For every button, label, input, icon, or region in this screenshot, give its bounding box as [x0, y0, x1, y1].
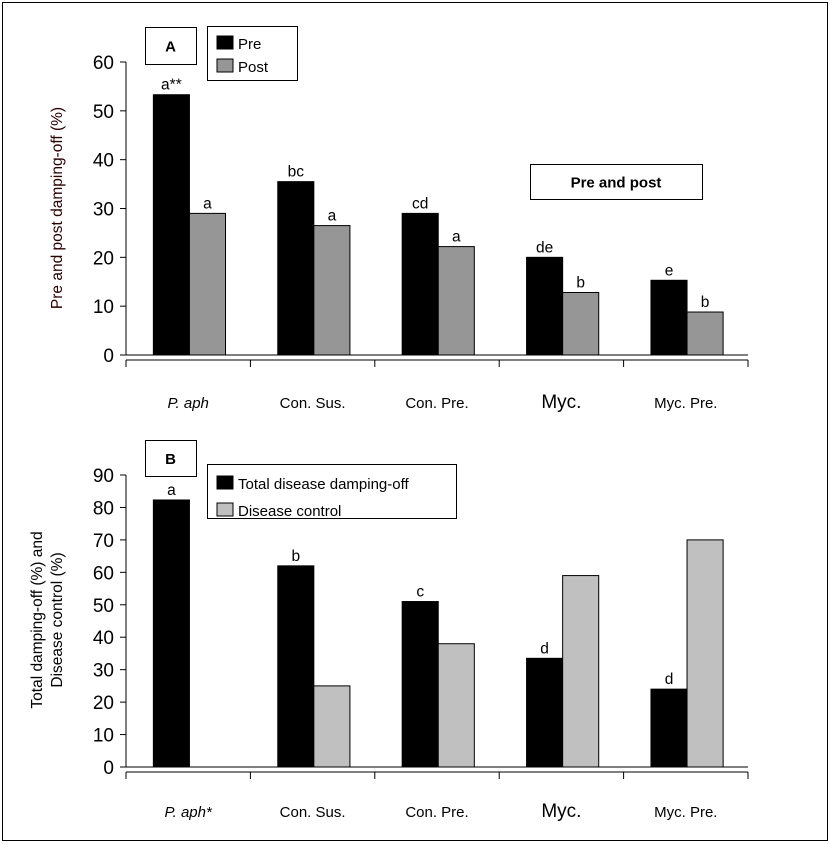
- bar-series2: [437, 246, 475, 356]
- legend-box: [207, 464, 457, 519]
- legend-label: Disease control: [238, 503, 341, 520]
- y-axis-title: Total damping-off (%) and: [29, 531, 46, 708]
- bar-series2: [313, 225, 351, 356]
- bar-series1: [277, 565, 315, 768]
- y-tick-label: 40: [93, 628, 114, 649]
- y-tick-label: 10: [93, 297, 114, 318]
- x-tick-label: P. aph: [167, 395, 208, 412]
- bar-series1: [401, 601, 439, 768]
- bar-series2: [188, 212, 227, 356]
- bar-series2: [686, 539, 724, 768]
- bar-series2: [437, 643, 475, 768]
- data-label: a: [167, 482, 176, 499]
- x-tick-label: Myc.: [541, 801, 581, 822]
- data-label: e: [665, 262, 674, 279]
- panel-label: B: [165, 451, 176, 468]
- x-tick-label: Myc.: [541, 392, 581, 413]
- bar-series1: [526, 256, 564, 356]
- data-label: d: [665, 671, 674, 688]
- data-label: a: [203, 195, 212, 212]
- bar-series1: [526, 657, 564, 768]
- data-label: de: [536, 239, 553, 256]
- bar-series1: [277, 181, 315, 356]
- data-label: c: [416, 584, 424, 601]
- y-tick-label: 30: [93, 200, 114, 221]
- data-label: b: [701, 294, 710, 311]
- y-tick-label: 80: [93, 498, 114, 519]
- data-label: a: [328, 208, 337, 225]
- panel-b: a P. aph* b Con. Sus. c Con. Pre. d Myc. d Myc. P…: [29, 440, 749, 822]
- x-tick-label: Con. Sus.: [280, 804, 346, 821]
- y-tick-label: 70: [93, 531, 114, 552]
- legend-swatch: [216, 58, 234, 73]
- legend-label: Pre: [238, 36, 261, 53]
- y-tick-label: 20: [93, 248, 114, 269]
- y-tick-label: 40: [93, 151, 114, 172]
- panel-label-box: [145, 27, 197, 65]
- data-label: a: [452, 229, 461, 246]
- data-label: b: [291, 548, 300, 565]
- y-tick-label: 60: [93, 53, 114, 74]
- bar-series2: [562, 291, 600, 356]
- y-axis-title: Pre and post damping-off (%): [49, 107, 66, 309]
- data-label: cd: [412, 195, 428, 212]
- bar-series2: [313, 685, 351, 768]
- y-tick-label: 30: [93, 661, 114, 682]
- data-label: b: [576, 274, 585, 291]
- y-tick-label: 60: [93, 563, 114, 584]
- legend-label: Post: [238, 59, 269, 76]
- legend-label: Total disease damping-off: [238, 476, 409, 493]
- legend-swatch: [216, 502, 234, 517]
- panel-label-box: [145, 440, 197, 477]
- y-axis-title: Disease control (%): [49, 552, 66, 687]
- y-tick-label: 50: [93, 596, 114, 617]
- x-tick-label: Myc. Pre.: [654, 395, 717, 412]
- data-label: a**: [161, 77, 182, 94]
- y-tick-label: 10: [93, 726, 114, 747]
- y-tick-label: 50: [93, 102, 114, 123]
- y-tick-label: 90: [93, 466, 114, 487]
- annotation-text: Pre and post: [571, 175, 662, 192]
- bar-series2: [686, 311, 724, 356]
- bar-series1: [152, 94, 190, 356]
- legend-swatch: [216, 35, 234, 50]
- bar-series1: [401, 212, 439, 356]
- panel-a: a** a P. aph bc a Con. Sus. cd a Con. Pre. de b Myc…: [49, 26, 749, 413]
- y-tick-label: 0: [103, 346, 114, 367]
- x-tick-label: Myc. Pre.: [654, 804, 717, 821]
- x-tick-label: Con. Pre.: [405, 395, 468, 412]
- bar-series1: [152, 499, 190, 768]
- x-tick-label: Con. Sus.: [280, 395, 346, 412]
- data-label: d: [540, 640, 549, 657]
- x-tick-label: P. aph*: [165, 804, 213, 821]
- x-tick-label: Con. Pre.: [405, 804, 468, 821]
- bar-series2: [562, 575, 600, 768]
- annotation-box: [530, 164, 703, 200]
- bar-series1: [650, 279, 688, 356]
- legend-swatch: [216, 475, 234, 490]
- data-label: bc: [288, 164, 305, 181]
- panel-label: A: [165, 39, 176, 56]
- bar-series1: [650, 688, 688, 768]
- y-tick-label: 0: [103, 758, 114, 779]
- y-tick-label: 20: [93, 693, 114, 714]
